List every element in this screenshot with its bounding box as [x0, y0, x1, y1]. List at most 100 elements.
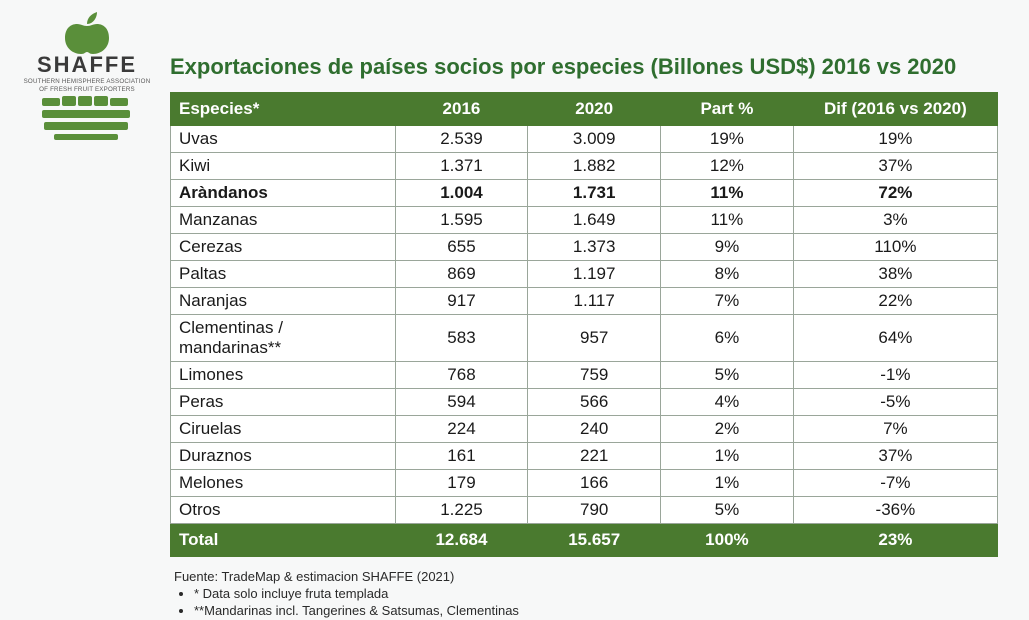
table-row: Melones1791661%-7% — [171, 470, 998, 497]
total-part: 100% — [661, 524, 794, 557]
table-row: Otros1.2257905%-36% — [171, 497, 998, 524]
cell-y2016: 583 — [395, 315, 528, 362]
total-label: Total — [171, 524, 396, 557]
table-row: Aràndanos1.0041.73111%72% — [171, 180, 998, 207]
footnotes: Fuente: TradeMap & estimacion SHAFFE (20… — [170, 569, 998, 620]
logo-subtitle-1: SOUTHERN HEMISPHERE ASSOCIATION — [22, 79, 152, 86]
cell-species: Naranjas — [171, 288, 396, 315]
table-row: Clementinas / mandarinas**5839576%64% — [171, 315, 998, 362]
total-y2016: 12.684 — [395, 524, 528, 557]
shaffe-logo: SHAFFE SOUTHERN HEMISPHERE ASSOCIATION O… — [22, 10, 152, 140]
cell-part: 11% — [661, 180, 794, 207]
cell-part: 5% — [661, 362, 794, 389]
cell-dif: -7% — [793, 470, 997, 497]
cell-y2020: 3.009 — [528, 126, 661, 153]
cell-y2016: 1.004 — [395, 180, 528, 207]
cell-part: 5% — [661, 497, 794, 524]
cell-species: Clementinas / mandarinas** — [171, 315, 396, 362]
content-region: Especies*20162020Part %Dif (2016 vs 2020… — [170, 92, 998, 620]
cell-y2020: 1.373 — [528, 234, 661, 261]
cell-dif: 3% — [793, 207, 997, 234]
cell-part: 4% — [661, 389, 794, 416]
cell-dif: 72% — [793, 180, 997, 207]
cell-y2020: 221 — [528, 443, 661, 470]
cell-y2020: 240 — [528, 416, 661, 443]
cell-y2020: 1.731 — [528, 180, 661, 207]
cell-dif: 19% — [793, 126, 997, 153]
total-y2020: 15.657 — [528, 524, 661, 557]
table-row: Cerezas6551.3739%110% — [171, 234, 998, 261]
footnote-source: Fuente: TradeMap & estimacion SHAFFE (20… — [174, 569, 998, 584]
table-row: Manzanas1.5951.64911%3% — [171, 207, 998, 234]
cell-y2016: 179 — [395, 470, 528, 497]
cell-dif: 22% — [793, 288, 997, 315]
table-row: Ciruelas2242402%7% — [171, 416, 998, 443]
cell-part: 1% — [661, 470, 794, 497]
apple-icon — [57, 10, 117, 54]
cell-dif: 64% — [793, 315, 997, 362]
cell-species: Uvas — [171, 126, 396, 153]
table-row: Paltas8691.1978%38% — [171, 261, 998, 288]
cell-dif: 37% — [793, 443, 997, 470]
col-header-part: Part % — [661, 93, 794, 126]
footnote-1: * Data solo incluye fruta templada — [194, 586, 998, 603]
cell-part: 12% — [661, 153, 794, 180]
cell-y2016: 869 — [395, 261, 528, 288]
cell-y2020: 759 — [528, 362, 661, 389]
cell-y2016: 594 — [395, 389, 528, 416]
cell-y2016: 224 — [395, 416, 528, 443]
logo-subtitle-2: OF FRESH FRUIT EXPORTERS — [22, 87, 152, 94]
cell-y2016: 2.539 — [395, 126, 528, 153]
cell-part: 19% — [661, 126, 794, 153]
total-dif: 23% — [793, 524, 997, 557]
cell-species: Paltas — [171, 261, 396, 288]
cell-species: Melones — [171, 470, 396, 497]
cell-y2016: 655 — [395, 234, 528, 261]
cell-species: Cerezas — [171, 234, 396, 261]
cell-y2016: 161 — [395, 443, 528, 470]
cell-part: 2% — [661, 416, 794, 443]
cell-species: Limones — [171, 362, 396, 389]
table-row: Kiwi1.3711.88212%37% — [171, 153, 998, 180]
cell-dif: -36% — [793, 497, 997, 524]
cell-part: 6% — [661, 315, 794, 362]
cell-y2020: 957 — [528, 315, 661, 362]
cell-species: Otros — [171, 497, 396, 524]
table-row: Limones7687595%-1% — [171, 362, 998, 389]
cell-y2016: 1.371 — [395, 153, 528, 180]
cell-y2016: 917 — [395, 288, 528, 315]
cell-species: Aràndanos — [171, 180, 396, 207]
cell-species: Duraznos — [171, 443, 396, 470]
globe-icon — [42, 96, 132, 140]
cell-part: 1% — [661, 443, 794, 470]
cell-species: Peras — [171, 389, 396, 416]
cell-y2020: 1.117 — [528, 288, 661, 315]
col-header-dif: Dif (2016 vs 2020) — [793, 93, 997, 126]
cell-y2020: 1.649 — [528, 207, 661, 234]
footnote-2: **Mandarinas incl. Tangerines & Satsumas… — [194, 603, 998, 620]
cell-dif: 110% — [793, 234, 997, 261]
table-row: Uvas2.5393.00919%19% — [171, 126, 998, 153]
cell-y2020: 790 — [528, 497, 661, 524]
cell-y2020: 1.197 — [528, 261, 661, 288]
cell-part: 11% — [661, 207, 794, 234]
cell-part: 7% — [661, 288, 794, 315]
logo-brand: SHAFFE — [22, 52, 152, 78]
page-title: Exportaciones de países socios por espec… — [170, 54, 956, 80]
cell-part: 8% — [661, 261, 794, 288]
cell-dif: 37% — [793, 153, 997, 180]
cell-species: Ciruelas — [171, 416, 396, 443]
cell-species: Manzanas — [171, 207, 396, 234]
export-table: Especies*20162020Part %Dif (2016 vs 2020… — [170, 92, 998, 557]
table-row: Peras5945664%-5% — [171, 389, 998, 416]
cell-y2020: 1.882 — [528, 153, 661, 180]
cell-y2020: 166 — [528, 470, 661, 497]
cell-dif: 38% — [793, 261, 997, 288]
cell-y2016: 768 — [395, 362, 528, 389]
cell-y2016: 1.595 — [395, 207, 528, 234]
cell-dif: -5% — [793, 389, 997, 416]
col-header-species: Especies* — [171, 93, 396, 126]
cell-part: 9% — [661, 234, 794, 261]
cell-species: Kiwi — [171, 153, 396, 180]
table-row: Naranjas9171.1177%22% — [171, 288, 998, 315]
